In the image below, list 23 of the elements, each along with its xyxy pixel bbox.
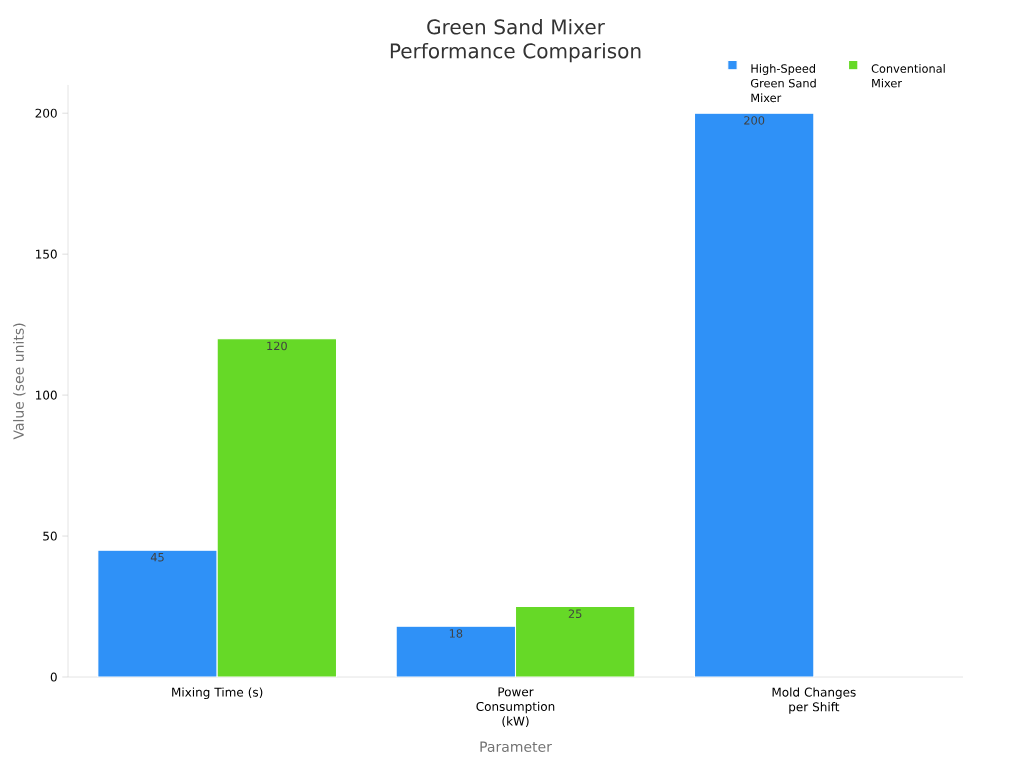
bar: [395, 625, 517, 677]
bar: [514, 605, 636, 677]
bar: [693, 112, 815, 677]
x-tick-label: Mold Changes per Shift: [772, 687, 856, 714]
legend-label: Conventional Mixer: [871, 64, 945, 88]
x-axis-title: Parameter: [480, 741, 552, 752]
bar: [97, 549, 218, 677]
data-label: 120: [267, 341, 287, 351]
y-tick-label: 50: [43, 531, 57, 541]
y-tick-label: 0: [50, 672, 57, 682]
bar: [216, 338, 338, 677]
y-tick-label: 150: [36, 249, 57, 259]
data-label: 18: [449, 629, 463, 638]
x-tick-label: Mixing Time (s): [172, 687, 263, 700]
chart-title: Green Sand Mixer Performance Comparison: [390, 18, 641, 63]
x-tick-label: Power Consumption (kW): [476, 687, 555, 728]
data-label: 25: [568, 609, 582, 619]
data-label: 45: [150, 553, 164, 562]
data-label: 200: [744, 116, 765, 125]
legend-label: High-Speed Green Sand Mixer: [750, 64, 816, 103]
y-axis-title: Value (see units): [13, 323, 26, 440]
y-tick-label: 100: [36, 390, 57, 400]
y-tick-label: 200: [35, 108, 57, 118]
